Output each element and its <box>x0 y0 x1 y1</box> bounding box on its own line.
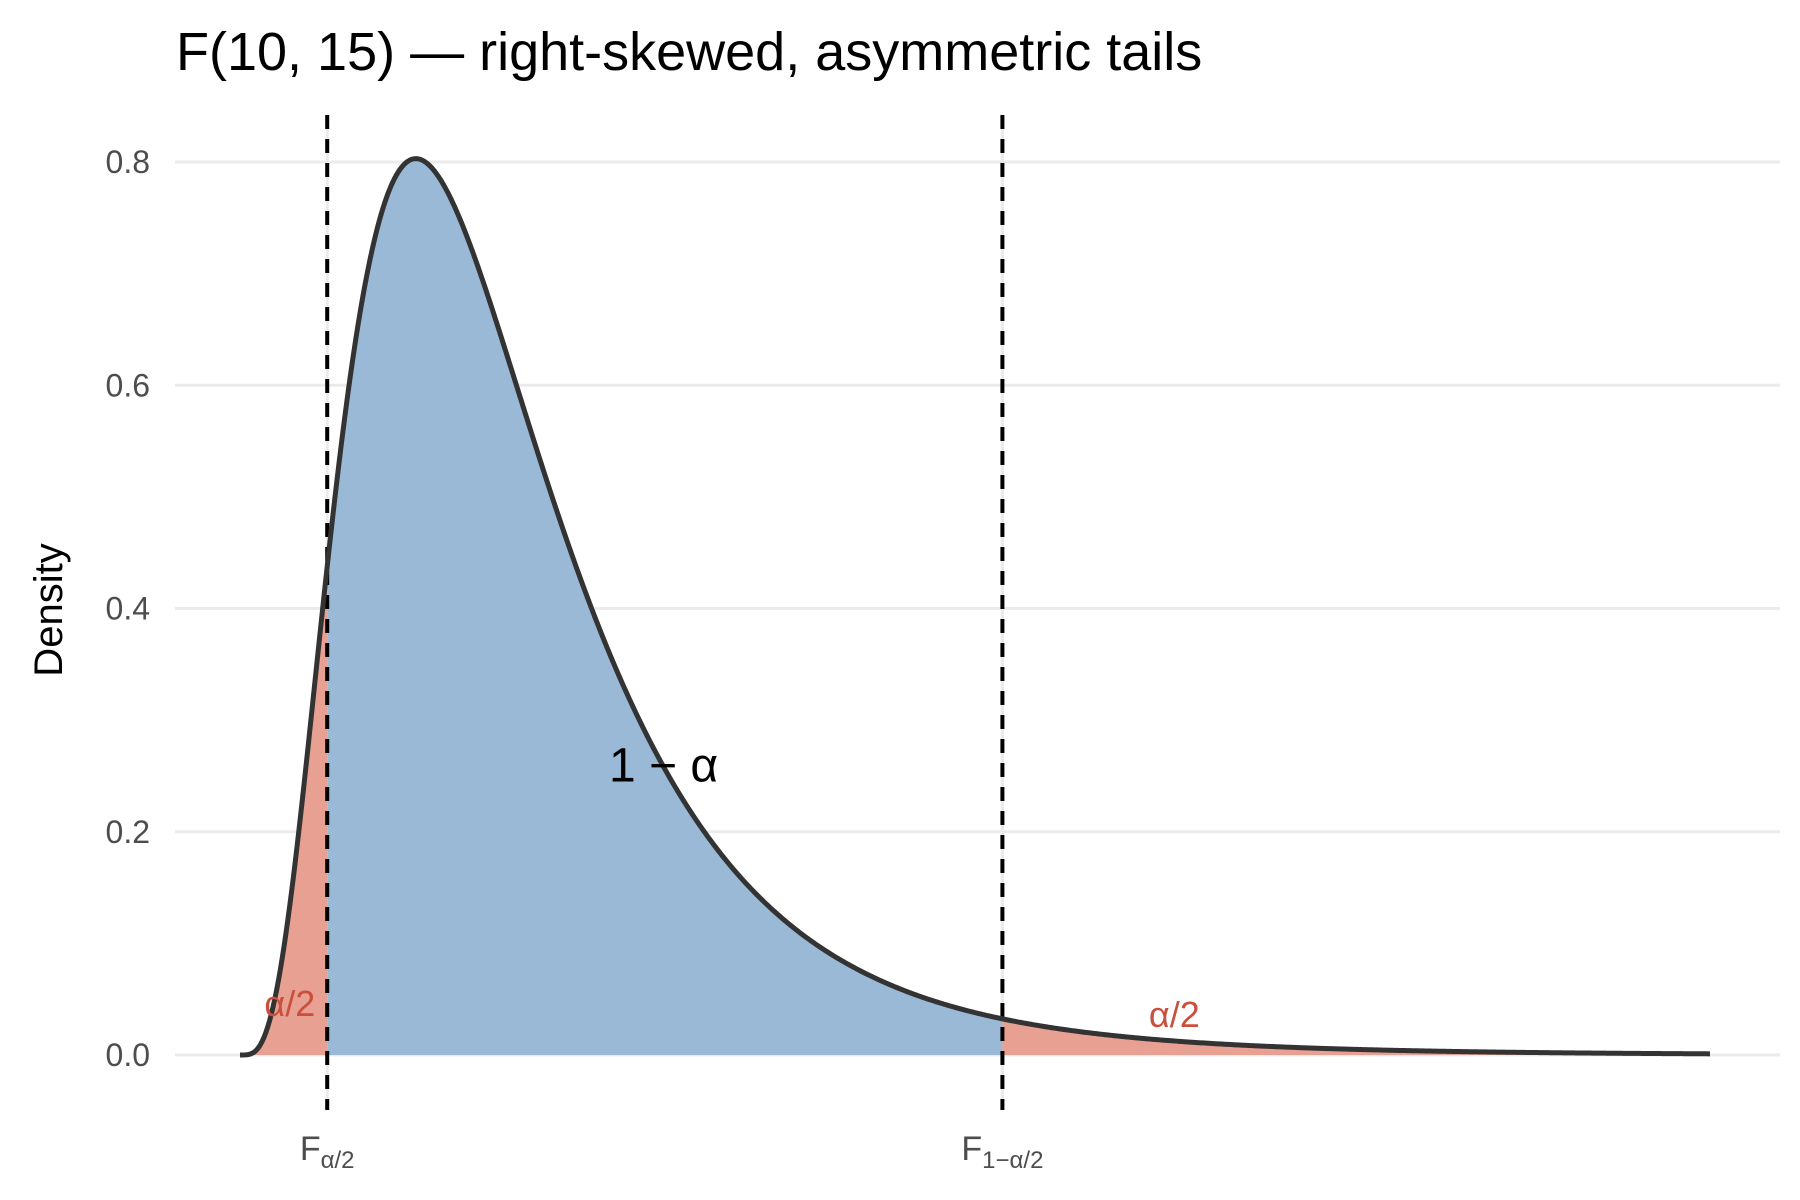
region-upper-tail <box>1002 1018 1710 1055</box>
annotation-upper-tail: α/2 <box>1149 994 1200 1035</box>
x-tick-label-lower: Fα/2 <box>300 1130 355 1174</box>
region-central <box>327 158 1003 1055</box>
annotation-lower-tail: α/2 <box>264 983 315 1024</box>
region-lower-tail <box>240 566 328 1055</box>
y-tick-labels: 0.0 0.2 0.4 0.6 0.8 <box>106 144 150 1073</box>
x-tick-labels: Fα/2 F1−α/2 <box>300 1130 1044 1174</box>
density-curve <box>239 156 1711 1058</box>
density-curve-group <box>239 156 1711 1058</box>
x-tick-label-upper: F1−α/2 <box>961 1130 1043 1174</box>
chart-title: F(10, 15) — right-skewed, asymmetric tai… <box>176 22 1202 82</box>
y-tick-label: 0.0 <box>106 1037 150 1073</box>
critical-value-lines <box>325 115 1005 1110</box>
region-annotations: 1 − α α/2 α/2 <box>264 740 1199 1036</box>
y-tick-label: 0.2 <box>106 814 150 850</box>
y-tick-label: 0.8 <box>106 144 150 180</box>
y-tick-label: 0.4 <box>106 591 150 627</box>
y-tick-label: 0.6 <box>106 367 150 403</box>
annotation-central: 1 − α <box>609 740 718 793</box>
y-axis-label: Density <box>27 543 71 676</box>
shaded-regions <box>240 158 1710 1055</box>
